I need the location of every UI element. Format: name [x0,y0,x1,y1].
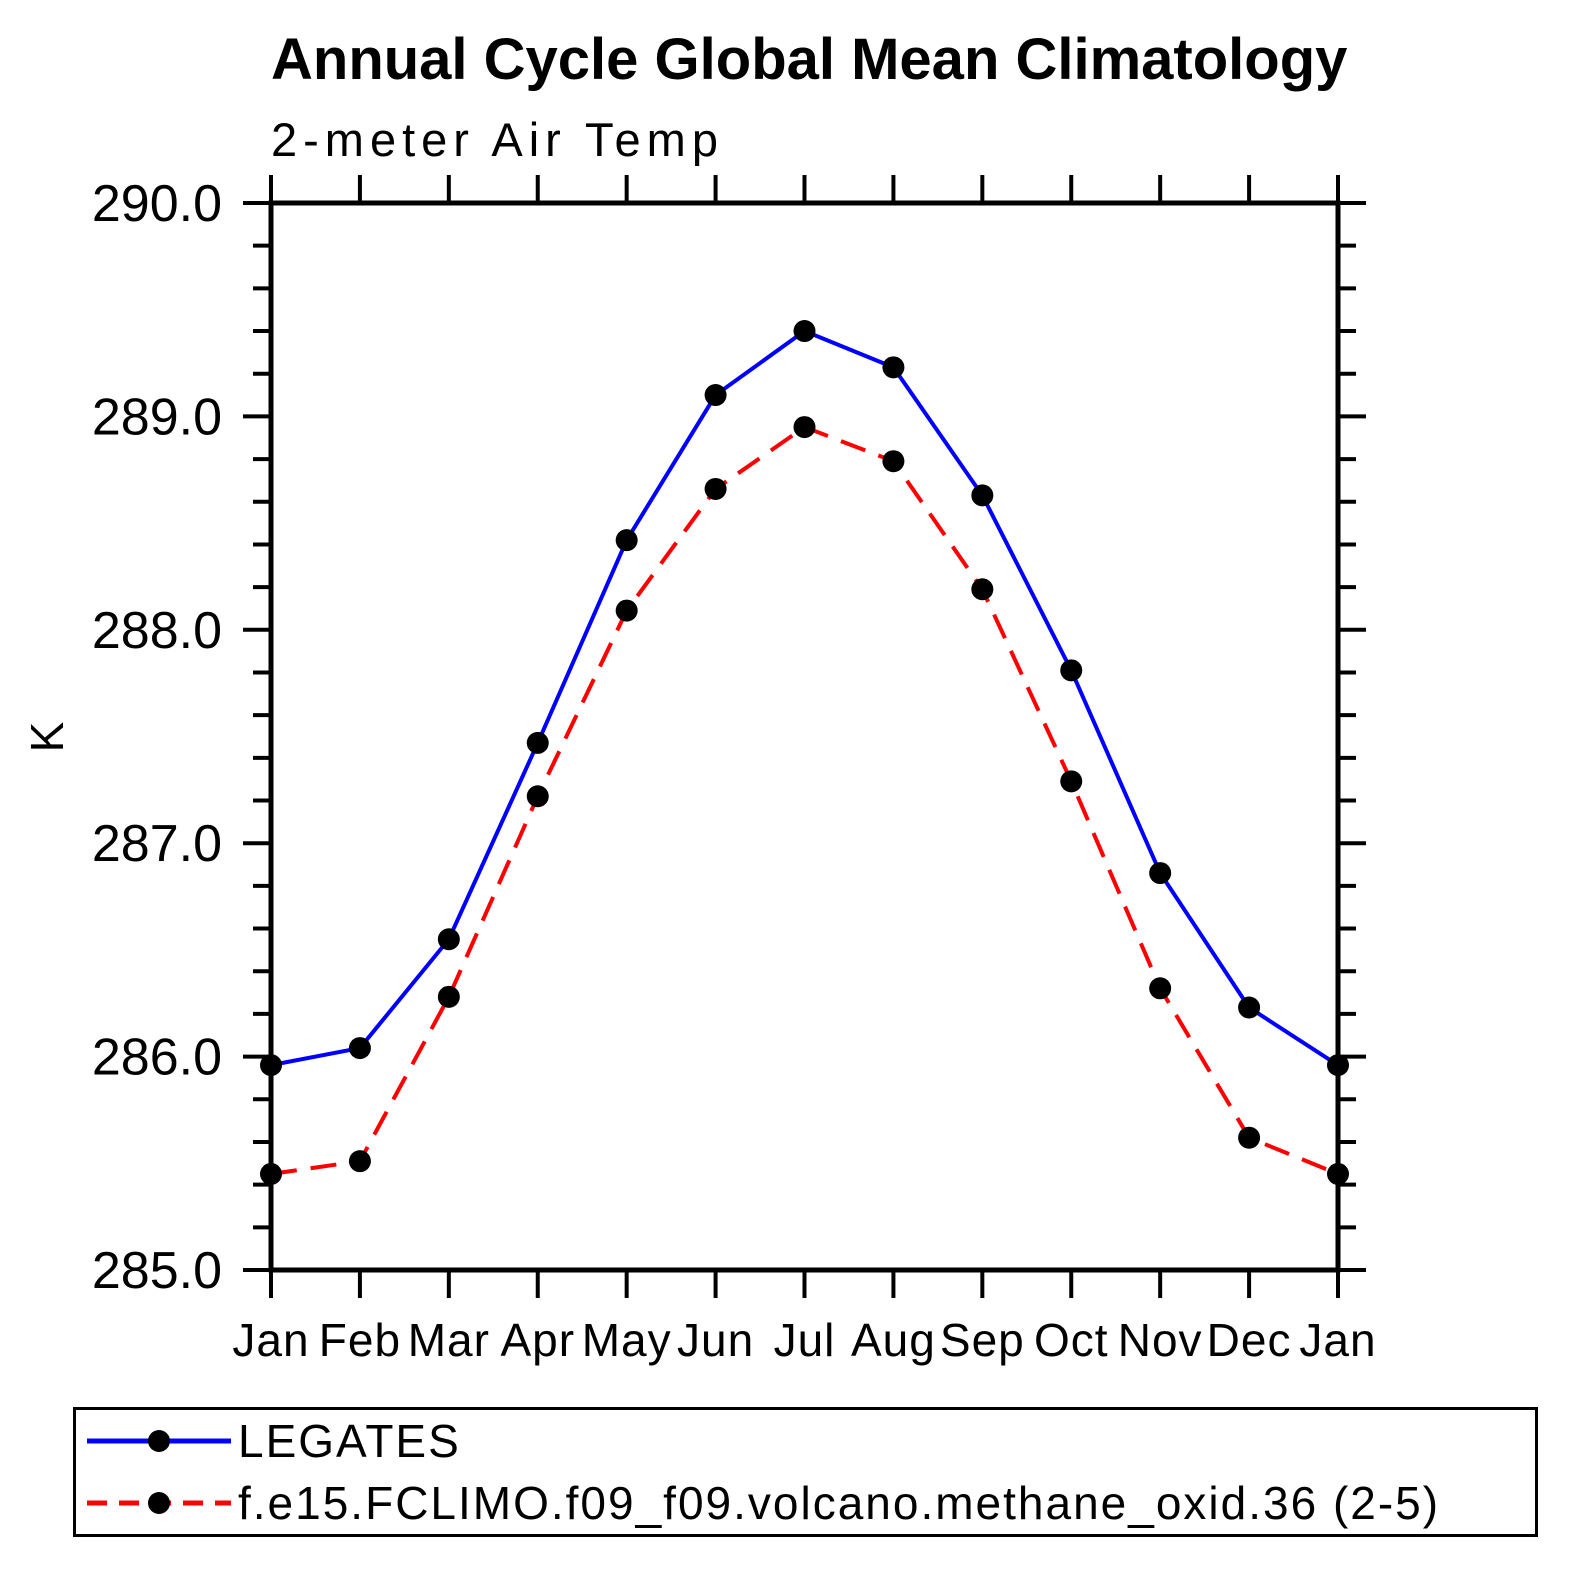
x-tick-label: Feb [319,1314,401,1366]
legend-line-swatch-dashed [87,1492,231,1514]
data-point-marker [1149,977,1172,1000]
data-point-marker [704,384,727,407]
data-point-marker [260,1054,282,1077]
series-model [260,416,1349,1185]
x-tick-label: Dec [1207,1314,1292,1366]
data-point-marker [1238,1126,1261,1149]
chart-subtitle: 2-meter Air Temp [271,113,724,166]
x-tick-label: Jun [677,1314,754,1366]
x-tick-label: Oct [1034,1314,1109,1366]
legend-item-legates: LEGATES [84,1410,1535,1472]
x-tick-label: Nov [1118,1314,1203,1366]
y-tick-label: 287.0 [92,815,222,873]
x-tick-label: Aug [851,1314,936,1366]
x-tick-label: Mar [408,1314,490,1366]
data-point-marker [526,785,549,808]
data-point-marker [971,578,994,601]
chart-title: Annual Cycle Global Mean Climatology [271,27,1348,92]
axis-frame [268,200,1341,1273]
legend-label: f.e15.FCLIMO.f09_f09.volcano.methane_oxi… [238,1477,1441,1529]
data-point-marker [882,450,905,473]
legend-line-swatch-solid [87,1430,231,1452]
y-axis-ticks: 285.0 286.0 287.0 288.0 289.0 290.0 [92,175,1366,1300]
x-tick-label: Jan [1299,1314,1376,1366]
legend-marker-dot [148,1430,170,1452]
data-point-marker [1327,1054,1349,1077]
legend-label: LEGATES [238,1415,461,1467]
data-point-marker [615,599,638,622]
data-point-marker [882,356,905,379]
data-point-marker [260,1162,282,1185]
data-point-marker [348,1037,371,1060]
data-point-marker [793,320,816,343]
series-line [270,424,1339,1176]
x-tick-label: Jan [232,1314,309,1366]
y-tick-label: 289.0 [92,388,222,446]
legend-item-model: f.e15.FCLIMO.f09_f09.volcano.methane_oxi… [84,1472,1535,1534]
x-tick-label: Sep [940,1314,1025,1366]
x-tick-label: Jul [774,1314,836,1366]
legend-box: LEGATES f.e15.FCLIMO.f09_f09.volcano.met… [73,1407,1538,1537]
y-tick-label: 288.0 [92,602,222,660]
x-axis-ticks: Jan Feb Mar Apr May Jun Jul Aug Sep Oct Nov Dec Jan [232,175,1376,1366]
data-point-marker [615,529,638,552]
y-tick-label: 286.0 [92,1029,222,1087]
data-point-marker [793,416,816,439]
y-tick-label: 290.0 [92,175,222,233]
data-point-marker [437,985,460,1008]
data-point-marker [1327,1162,1349,1185]
series-line [270,328,1340,1068]
data-point-marker [971,484,994,507]
data-point-marker [1060,770,1083,793]
data-point-marker [1060,659,1083,682]
data-point-marker [704,477,727,500]
series-legates [260,320,1349,1077]
data-point-marker [526,731,549,754]
data-point-marker [437,928,460,951]
x-tick-label: May [582,1314,672,1366]
x-tick-label: Apr [500,1314,575,1366]
data-point-marker [1149,862,1172,885]
data-point-marker [348,1150,371,1173]
data-point-marker [1238,996,1261,1019]
legend-marker-dot [148,1492,170,1514]
y-tick-label: 285.0 [92,1242,222,1300]
